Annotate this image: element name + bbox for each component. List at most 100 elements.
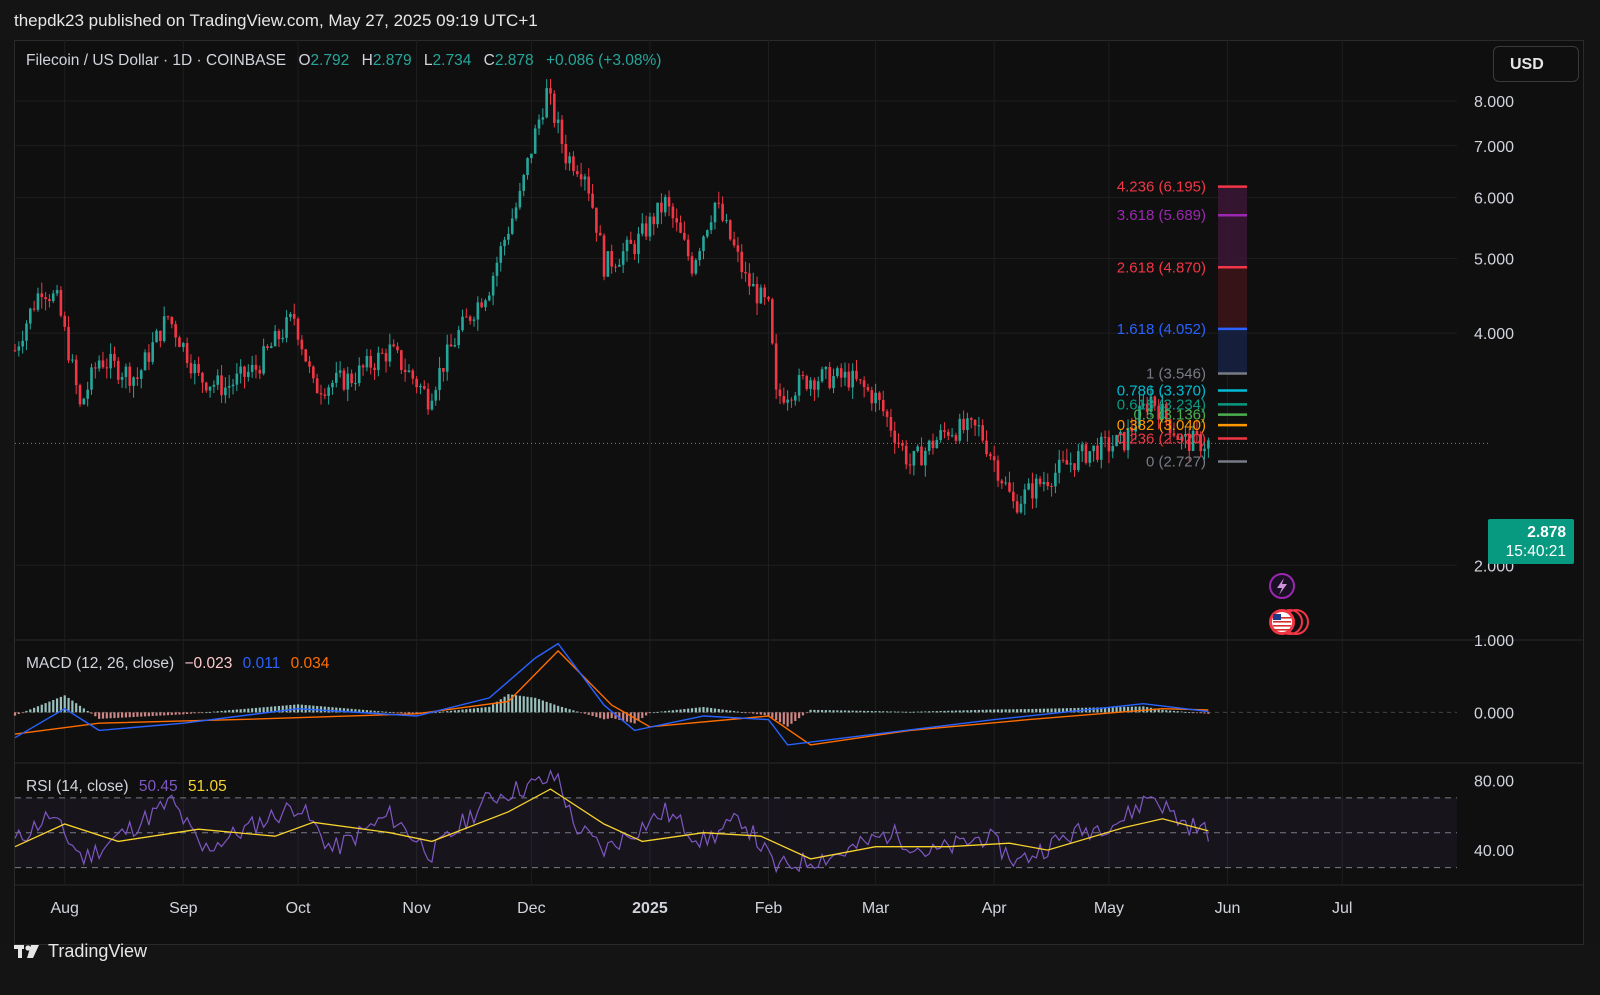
fib-level-label: 0.5 (3.136) — [1133, 407, 1206, 424]
candle-body — [790, 399, 793, 401]
candle-body — [514, 207, 518, 219]
us-flag-icon — [1269, 609, 1309, 635]
candle-body — [136, 377, 139, 379]
macd-histogram-bar — [235, 709, 238, 713]
macd-histogram-bar — [1134, 706, 1137, 713]
macd-histogram-bar — [610, 712, 613, 719]
macd-histogram-bar — [1000, 709, 1003, 713]
candle-body — [216, 375, 220, 385]
macd-histogram-bar — [205, 712, 208, 714]
candle-body — [935, 439, 939, 449]
tradingview-brand[interactable]: TradingView — [48, 941, 148, 961]
candle-body — [870, 390, 874, 404]
candle-body — [522, 174, 526, 191]
macd-histogram-bar — [537, 699, 541, 713]
macd-histogram-bar — [545, 701, 548, 713]
candle-body — [63, 315, 67, 327]
candle-body — [1099, 436, 1103, 460]
macd-histogram-bar — [713, 708, 717, 713]
candle-body — [247, 371, 250, 377]
macd-histogram-bar — [648, 712, 652, 714]
candle-body — [357, 365, 361, 384]
macd-histogram-bar — [1169, 710, 1172, 713]
macd-histogram-bar — [239, 709, 242, 713]
macd-histogram-bar — [1008, 709, 1011, 713]
macd-histogram-bar — [262, 707, 265, 713]
macd-histogram-bar — [958, 710, 961, 713]
candle-body — [1046, 482, 1050, 486]
macd-histogram-bar — [572, 710, 575, 713]
macd-histogram-bar — [939, 710, 942, 713]
macd-histogram-bar — [1058, 708, 1061, 713]
candle-body — [633, 243, 636, 255]
candle-body — [78, 385, 82, 405]
tradingview-logo-icon[interactable] — [14, 942, 44, 962]
candle-body — [820, 369, 824, 382]
x-axis-tick-label: Oct — [286, 900, 311, 917]
macd-histogram-bar — [82, 708, 85, 713]
candle-body — [1103, 436, 1107, 438]
candle-body — [591, 193, 594, 208]
candle-body — [744, 272, 747, 274]
candle-body — [419, 385, 422, 388]
macd-histogram-bar — [1130, 706, 1133, 713]
macd-histogram-bar — [197, 712, 200, 714]
macd-histogram-bar — [759, 712, 762, 715]
macd-histogram-bar — [1104, 707, 1107, 713]
macd-histogram-bar — [641, 712, 644, 719]
candle-body — [553, 93, 556, 123]
rsi-ma-value: 51.05 — [187, 778, 227, 795]
x-axis-tick-label: Aug — [50, 900, 78, 917]
candle-body — [369, 355, 373, 368]
macd-histogram-bar — [637, 712, 640, 721]
macd-histogram-bar — [98, 712, 101, 719]
macd-histogram-bar — [1050, 708, 1053, 713]
candle-body — [774, 343, 778, 390]
candle-body — [537, 119, 541, 129]
candle-body — [1187, 434, 1191, 451]
candle-body — [461, 316, 464, 331]
macd-histogram-bar — [369, 710, 372, 713]
macd-histogram-bar — [216, 711, 219, 713]
candle-body — [13, 350, 17, 352]
macd-histogram-bar — [989, 709, 992, 713]
candle-body — [193, 364, 197, 374]
candle-body — [449, 344, 453, 347]
candle-body — [155, 330, 158, 343]
macd-histogram-bar — [557, 705, 560, 713]
currency-button[interactable]: USD — [1493, 46, 1579, 82]
macd-histogram-bar — [1038, 708, 1042, 713]
macd-histogram-bar — [786, 712, 789, 727]
candle-body — [602, 235, 606, 277]
low-value: 2.734 — [432, 52, 472, 69]
macd-histogram-bar — [273, 706, 277, 713]
candle-body — [1119, 431, 1122, 436]
candle-body — [403, 369, 407, 373]
candle-body — [1130, 428, 1134, 432]
candle-body — [1145, 403, 1149, 412]
candle-body — [162, 316, 166, 342]
macd-histogram-bar — [710, 708, 713, 713]
candle-body — [671, 206, 675, 219]
candle-body — [629, 239, 633, 244]
macd-histogram-bar — [1107, 707, 1111, 713]
candle-body — [652, 216, 656, 225]
candle-body — [239, 366, 242, 374]
macd-histogram-bar — [859, 710, 862, 713]
macd-histogram-bar — [817, 709, 820, 713]
macd-histogram-bar — [1188, 712, 1191, 713]
candle-body — [442, 367, 445, 372]
x-axis-tick-label: Nov — [402, 900, 430, 917]
candle-body — [908, 464, 912, 466]
candle-body — [36, 293, 40, 310]
candle-body — [1157, 405, 1160, 420]
macd-histogram-bar — [231, 709, 235, 713]
candle-body — [667, 196, 671, 207]
candle-body — [763, 287, 766, 298]
macd-histogram-bar — [155, 712, 158, 716]
macd-histogram-bar — [602, 712, 606, 720]
candle-body — [170, 316, 174, 325]
candle-body — [1077, 451, 1080, 470]
candle-body — [262, 346, 265, 374]
